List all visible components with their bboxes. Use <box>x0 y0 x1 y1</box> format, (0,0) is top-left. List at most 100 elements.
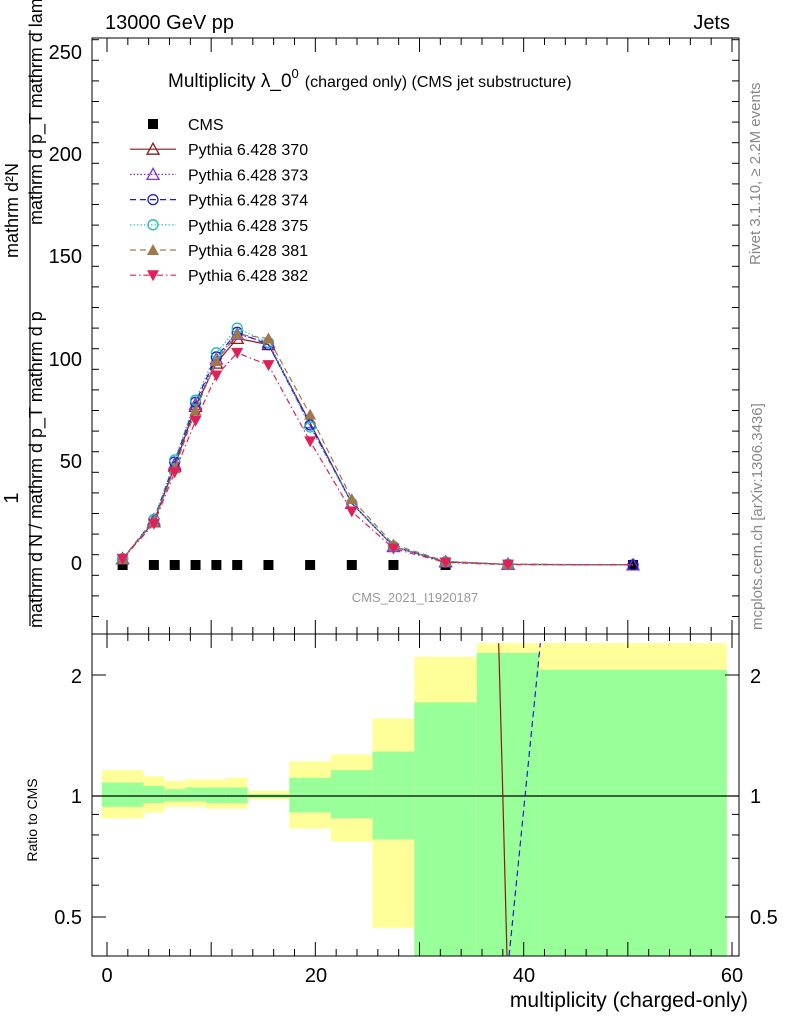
legend-marker-0 <box>148 119 158 129</box>
series-3 <box>116 326 639 571</box>
series-point-0-4 <box>211 560 222 570</box>
legend-entry-6: Pythia 6.428 382 <box>130 268 308 285</box>
ytick-label-50: 50 <box>60 451 82 473</box>
band-inner-11 <box>476 652 540 956</box>
ylabel-denominator: mathrm d N / mathrm d p_T mathrm d p <box>26 311 47 628</box>
legend-label-0: CMS <box>188 117 224 134</box>
legend-label-4: Pythia 6.428 375 <box>188 218 308 235</box>
legend: CMS Pythia 6.428 370 Pythia 6.428 373 Pythi… <box>130 117 308 285</box>
ratio-plot-frame <box>91 633 740 957</box>
series-point-6-11 <box>502 559 515 571</box>
series-point-6-3 <box>189 415 202 427</box>
legend-entry-0: CMS <box>148 117 224 134</box>
ratio-ytick-right-2: 2 <box>750 666 761 688</box>
ytick-label-200: 200 <box>49 144 82 166</box>
series-line-6 <box>122 352 634 566</box>
series-point-6-9 <box>387 543 400 555</box>
rivet-label: Rivet 3.1.10, ≥ 2.2M events <box>747 83 764 266</box>
mcplots-label: mcplots.cern.ch [arXiv:1306.3436] <box>749 403 766 630</box>
series-point-4-7 <box>304 421 316 433</box>
ratio-yaxis-ticks <box>92 674 739 957</box>
ratio-ytick-2: 2 <box>71 666 82 688</box>
series-point-6-10 <box>439 557 452 569</box>
ratio-line-1 <box>508 643 541 957</box>
legend-label-6: Pythia 6.428 382 <box>188 268 308 285</box>
series-point-5-6 <box>262 332 275 344</box>
legend-label-1: Pythia 6.428 370 <box>188 142 308 159</box>
xtick-60: 60 <box>721 965 743 987</box>
series-point-5-5 <box>231 328 244 340</box>
legend-marker-1 <box>145 141 161 155</box>
series-point-5-3 <box>189 404 202 416</box>
legend-marker-3 <box>147 193 159 206</box>
ratio-uncertainty-bands <box>101 643 727 956</box>
band-inner-1 <box>143 785 165 804</box>
band-inner-4 <box>205 787 227 804</box>
series-point-5-4 <box>210 355 223 367</box>
band-inner-8 <box>330 770 373 819</box>
legend-label-2: Pythia 6.428 373 <box>188 167 308 184</box>
series-point-6-5 <box>231 347 244 359</box>
ratio-series-group <box>498 643 541 957</box>
series-point-0-8 <box>346 560 357 570</box>
series-point-0-7 <box>305 560 316 570</box>
ratio-ytick-right-1: 1 <box>750 786 761 808</box>
plot-title-sup: 0 <box>292 66 299 81</box>
legend-marker-6 <box>147 270 159 282</box>
band-inner-12 <box>539 669 727 956</box>
legend-entry-2: Pythia 6.428 373 <box>130 167 308 184</box>
ytick-label-150: 150 <box>49 246 82 268</box>
ratio-ylabel: Ratio to CMS <box>24 778 40 861</box>
band-inner-3 <box>185 787 206 802</box>
ylabel-dpt-dlambda: mathrm d p_T mathrm d lambda <box>26 0 47 225</box>
ylabel-dN: mathrm d²N <box>2 163 22 258</box>
band-inner-5 <box>226 787 248 804</box>
xtick-20: 20 <box>305 965 327 987</box>
xaxis-label: multiplicity (charged-only) <box>510 989 748 1012</box>
main-yaxis-ticks <box>92 39 739 617</box>
legend-entry-5: Pythia 6.428 381 <box>130 243 308 260</box>
series-point-0-12 <box>628 560 639 570</box>
series-point-0-9 <box>388 560 399 570</box>
legend-marker-4 <box>147 219 159 231</box>
series-point-5-8 <box>345 493 358 505</box>
main-yaxis-labels: 0 50 100 150 200 250 <box>49 42 82 575</box>
series-point-6-8 <box>345 506 358 518</box>
header-category: Jets <box>693 12 730 34</box>
ytick-label-100: 100 <box>49 349 82 371</box>
legend-marker-2 <box>145 167 161 181</box>
plot-title-rest: (charged only) (CMS jet substructure) <box>305 74 572 91</box>
series-point-6-0 <box>116 553 129 565</box>
series-point-0-0 <box>117 560 128 570</box>
header-energy: 13000 GeV pp <box>105 12 234 34</box>
band-inner-2 <box>164 789 186 802</box>
series-point-6-2 <box>168 467 181 479</box>
band-inner-0 <box>101 782 144 807</box>
xtick-0: 0 <box>101 965 112 987</box>
series-line-1 <box>122 337 634 566</box>
series-point-0-2 <box>169 560 180 570</box>
analysis-watermark: CMS_2021_I1920187 <box>352 590 479 605</box>
legend-label-3: Pythia 6.428 374 <box>188 193 308 210</box>
series-point-5-7 <box>304 408 317 420</box>
legend-marker-5 <box>147 244 159 255</box>
plot-title: Multiplicity λ_00 (charged only) (CMS jet… <box>168 66 572 92</box>
series-point-0-6 <box>263 560 274 570</box>
series-point-0-5 <box>232 560 243 570</box>
ytick-label-250: 250 <box>49 42 82 64</box>
legend-entry-1: Pythia 6.428 370 <box>130 141 308 159</box>
ylabel-numerator: 1 <box>1 492 23 503</box>
ratio-line-0 <box>498 643 508 956</box>
main-ylabel: 1 mathrm d N / mathrm d p_T mathrm d p m… <box>1 0 47 628</box>
series-point-6-4 <box>210 370 223 382</box>
series-point-6-7 <box>304 436 317 448</box>
series-4 <box>116 322 634 571</box>
legend-entry-3: Pythia 6.428 374 <box>130 193 308 210</box>
series-point-6-1 <box>147 518 160 530</box>
series-6 <box>116 347 634 571</box>
legend-label-5: Pythia 6.428 381 <box>188 243 308 260</box>
ratio-ytick-0.5: 0.5 <box>54 907 82 929</box>
band-inner-7 <box>289 777 331 813</box>
plot-title-main: Multiplicity λ_0 <box>168 71 292 92</box>
